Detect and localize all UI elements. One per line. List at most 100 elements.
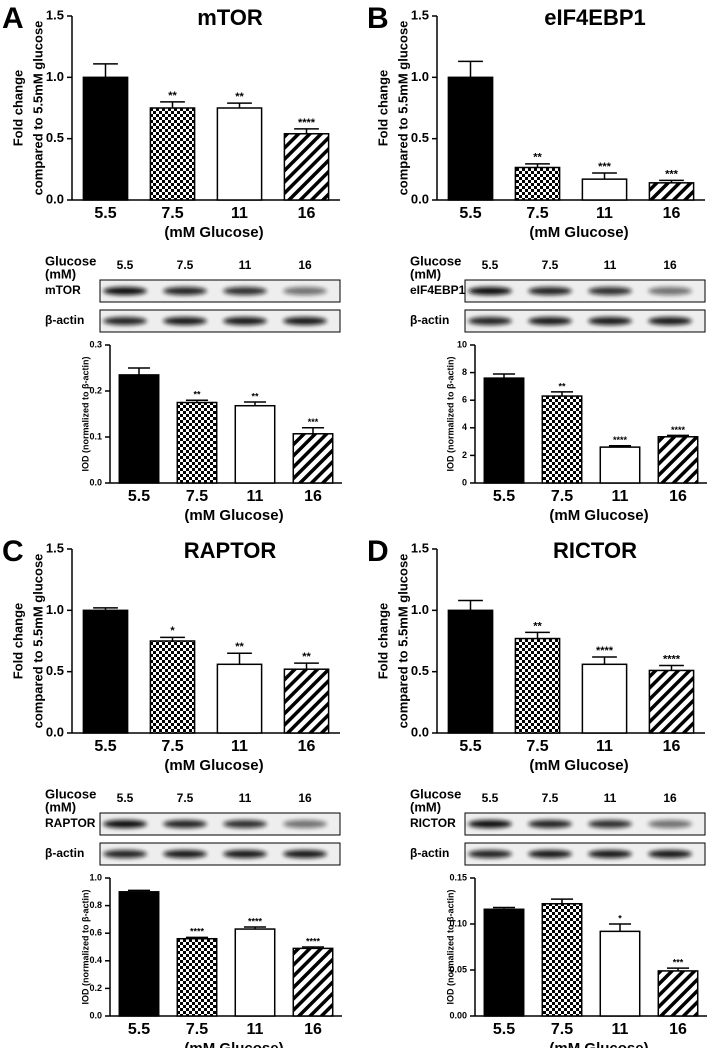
y-tick-label: 0.6	[89, 928, 102, 938]
y-axis-label: compared to 5.5mM glucose	[395, 554, 410, 729]
blot-band	[468, 850, 512, 858]
lane-label: 7.5	[542, 258, 559, 272]
lane-label: 16	[663, 258, 677, 272]
x-tick-label: 11	[612, 1021, 629, 1038]
lane-label: 11	[239, 258, 252, 272]
blot-band	[103, 287, 147, 295]
blot-band	[163, 850, 207, 858]
blot-band	[528, 317, 572, 325]
bar	[82, 76, 129, 201]
blot-band	[283, 317, 327, 325]
blot-header: Glucose	[45, 253, 96, 268]
chart-title: eIF4EBP1	[544, 5, 646, 30]
y-axis-label: Fold change	[10, 603, 25, 680]
x-tick-label: 16	[298, 738, 316, 755]
lane-label: 7.5	[542, 791, 559, 805]
bar	[483, 908, 525, 1017]
blot-band	[648, 850, 692, 858]
bar	[292, 947, 334, 1017]
y-tick-label: 2	[462, 450, 467, 460]
blot-row-label: β-actin	[410, 846, 449, 860]
panel-letter: A	[2, 2, 24, 35]
lane-label: 5.5	[117, 791, 134, 805]
significance: ****	[663, 653, 681, 665]
significance: **	[533, 152, 542, 164]
x-tick-label: 16	[304, 488, 322, 505]
significance: ****	[298, 117, 316, 129]
significance: ****	[671, 425, 686, 435]
bar	[176, 401, 218, 484]
significance: ***	[665, 168, 679, 180]
significance: *	[170, 625, 175, 637]
bar	[118, 374, 160, 484]
chart-title: RICTOR	[553, 538, 637, 563]
bar	[283, 668, 330, 734]
x-tick-label: 11	[596, 205, 613, 222]
x-axis-label: (mM Glucose)	[164, 757, 263, 774]
blot-band	[163, 820, 207, 828]
bar	[283, 133, 330, 201]
y-axis-label: Fold change	[10, 70, 25, 147]
x-tick-label: 5.5	[128, 1021, 150, 1038]
significance: **	[302, 651, 311, 663]
x-tick-label: 16	[669, 488, 687, 505]
blot-band	[588, 317, 632, 325]
y-axis-label: compared to 5.5mM glucose	[30, 554, 45, 729]
lane-label: 16	[298, 258, 312, 272]
y-tick-label: 0.0	[89, 477, 102, 487]
x-tick-label: 16	[663, 205, 681, 222]
bar	[541, 395, 583, 484]
blot-row-label: β-actin	[410, 313, 449, 327]
blot-frame	[99, 812, 341, 836]
significance: **	[533, 620, 542, 632]
y-tick-label: 0.1	[89, 431, 102, 441]
blot-band	[163, 287, 207, 295]
bar	[234, 404, 276, 484]
x-tick-label: 5.5	[459, 205, 481, 222]
y-tick-label: 0.10	[449, 918, 467, 928]
significance: ****	[190, 927, 205, 937]
y-axis-label: compared to 5.5mM glucose	[395, 21, 410, 196]
bar	[216, 663, 263, 734]
blot-header: (mM)	[410, 266, 441, 281]
bar	[541, 903, 583, 1017]
blot-band	[223, 850, 267, 858]
x-tick-label: 11	[231, 738, 248, 755]
x-axis-label: (mM Glucose)	[529, 224, 628, 241]
blot-band	[283, 820, 327, 828]
bar	[216, 107, 263, 201]
lane-label: 11	[604, 791, 617, 805]
blot-band	[528, 287, 572, 295]
y-tick-label: 1.0	[46, 602, 64, 617]
x-axis-label: (mM Glucose)	[164, 224, 263, 241]
x-tick-label: 5.5	[94, 205, 116, 222]
x-tick-label: 7.5	[551, 1021, 573, 1038]
significance: **	[235, 641, 244, 653]
blot-header: (mM)	[45, 266, 76, 281]
y-tick-label: 0.5	[411, 130, 429, 145]
blot-band	[648, 287, 692, 295]
bar	[581, 663, 628, 734]
bar	[648, 182, 695, 201]
bar	[657, 436, 699, 484]
bar	[447, 609, 494, 734]
significance: ****	[613, 435, 628, 445]
panel-letter: C	[2, 535, 24, 568]
lane-label: 11	[604, 258, 617, 272]
bar	[447, 76, 494, 201]
y-tick-label: 0.5	[46, 130, 64, 145]
significance: *	[618, 913, 622, 923]
blot-band	[588, 287, 632, 295]
y-tick-label: 10	[457, 339, 467, 349]
y-tick-label: 1.0	[46, 69, 64, 84]
y-tick-label: 8	[462, 367, 467, 377]
y-tick-label: 0.0	[411, 724, 429, 739]
bar	[149, 640, 196, 734]
y-tick-label: 0.5	[411, 663, 429, 678]
significance: ****	[248, 916, 263, 926]
y-axis-label: IOD (normalized to β-actin)	[80, 890, 90, 1005]
y-tick-label: 0.4	[89, 955, 102, 965]
x-tick-label: 5.5	[459, 738, 481, 755]
blot-frame	[464, 812, 706, 836]
